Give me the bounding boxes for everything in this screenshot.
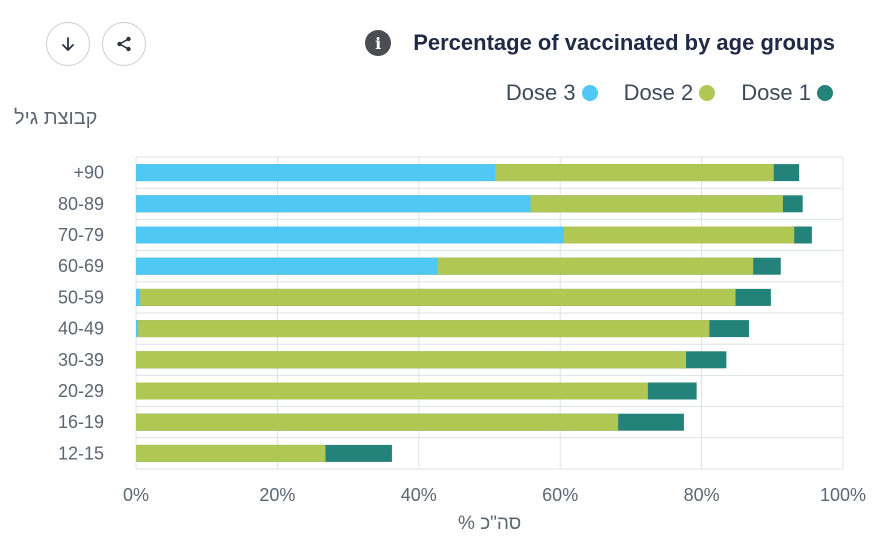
bar-dose-3: [136, 257, 438, 275]
bar-dose-3: [136, 226, 564, 244]
bar-dose-2: [136, 320, 710, 338]
x-tick-label: 40%: [401, 485, 437, 505]
bar-dose-3: [136, 164, 496, 182]
arrow-down-icon: [62, 37, 74, 51]
bar-dose-2: [136, 288, 736, 306]
legend-dot: [699, 85, 716, 101]
x-tick-label: 100%: [820, 485, 866, 505]
legend-label: Dose 3: [505, 80, 576, 105]
y-tick-label: 16-19: [58, 412, 104, 432]
legend-item-dose-3[interactable]: Dose 3: [506, 80, 598, 106]
y-tick-label: 20-29: [58, 381, 104, 401]
x-tick-label: 20%: [259, 485, 295, 505]
legend-label: Dose 1: [741, 80, 811, 105]
legend-label: Dose 2: [623, 80, 694, 105]
bar-dose-2: [136, 413, 619, 431]
share-icon: [117, 36, 131, 52]
bar-dose-3: [136, 195, 531, 213]
y-tick-label: 80-89: [58, 194, 104, 214]
x-tick-label: 60%: [542, 485, 578, 505]
bar-dose-3: [136, 320, 139, 338]
legend-dot: [581, 85, 598, 101]
y-axis-label: קבוצת גיל: [14, 107, 98, 129]
legend-item-dose-2[interactable]: Dose 2: [624, 80, 716, 106]
y-tick-label: 12-15: [58, 443, 104, 463]
legend-item-dose-1[interactable]: Dose 1: [741, 80, 833, 106]
bar-dose-2: [136, 382, 648, 400]
x-tick-label: 80%: [684, 485, 720, 505]
y-tick-label: 40-49: [58, 319, 104, 339]
share-button[interactable]: [102, 22, 146, 66]
legend: Dose 3 Dose 2 Dose 1: [506, 80, 833, 106]
bar-dose-2: [136, 351, 687, 369]
bar-dose-2: [136, 444, 326, 462]
y-tick-label: 30-39: [58, 350, 104, 370]
chart-header: i Percentage of vaccinated by age groups: [365, 30, 835, 56]
x-tick-label: 0%: [123, 485, 149, 505]
y-tick-label: 60-69: [58, 256, 104, 276]
y-tick-label: 50-59: [58, 287, 104, 307]
chart-title: Percentage of vaccinated by age groups: [413, 30, 835, 55]
legend-dot: [817, 85, 833, 101]
info-icon[interactable]: i: [365, 30, 392, 56]
y-tick-label: +90: [73, 163, 104, 183]
x-axis-label: % סה"כ: [458, 513, 522, 534]
download-button[interactable]: [46, 22, 90, 66]
bar-dose-3: [136, 288, 141, 306]
y-tick-label: 70-79: [58, 225, 104, 245]
